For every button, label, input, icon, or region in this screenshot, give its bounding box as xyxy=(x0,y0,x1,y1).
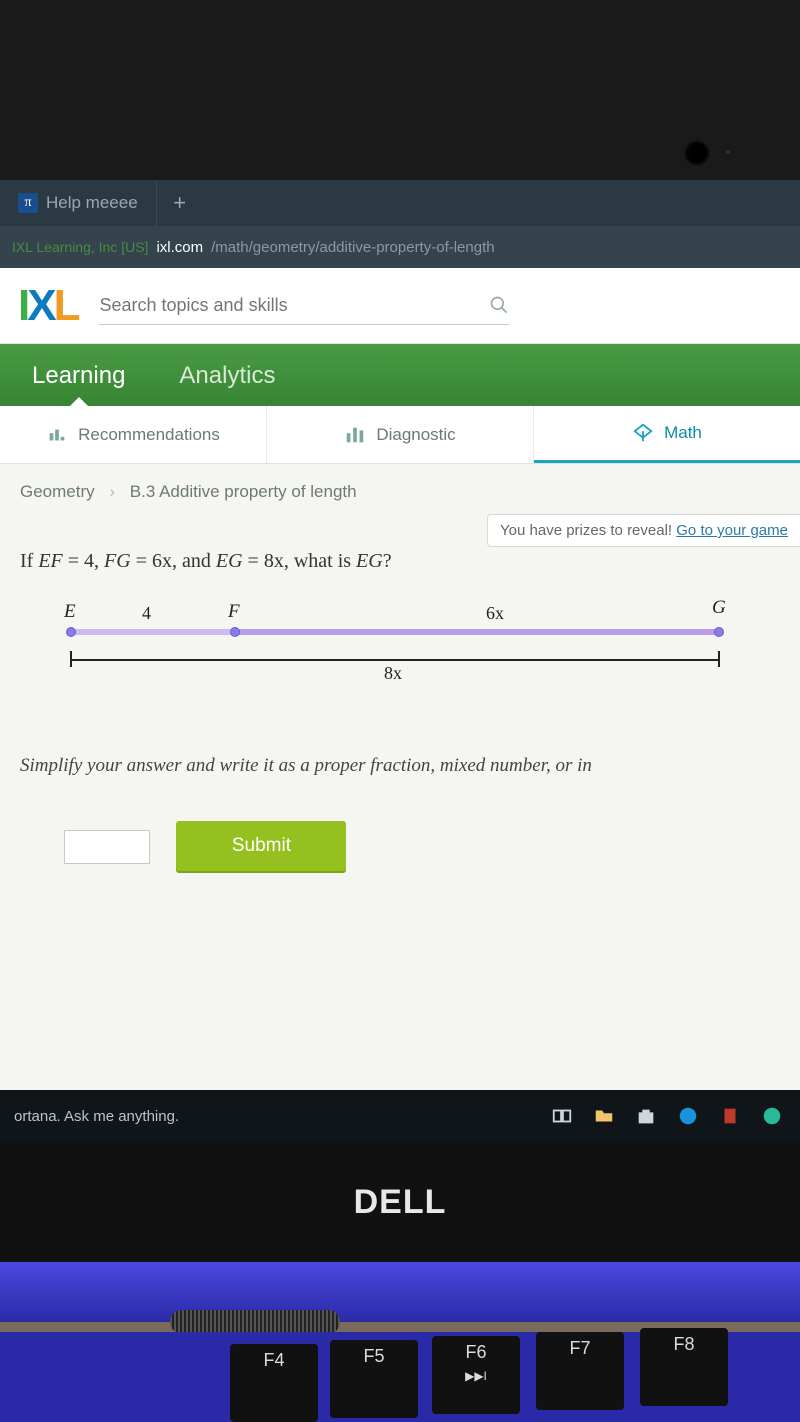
q-seg-ef: EF xyxy=(38,550,62,572)
tab-recommendations[interactable]: Recommendations xyxy=(0,406,267,463)
q-val2: = 6x, and xyxy=(131,550,216,572)
prize-notice: You have prizes to reveal! Go to your ga… xyxy=(487,514,800,547)
tab-label: Diagnostic xyxy=(376,425,455,445)
tab-diagnostic[interactable]: Diagnostic xyxy=(267,406,534,463)
crumb-skill: B.3 Additive property of length xyxy=(130,482,357,501)
search-icon xyxy=(489,295,509,315)
recommendations-icon xyxy=(46,424,68,446)
crumb-subject[interactable]: Geometry xyxy=(20,482,95,501)
key-f7: F7 xyxy=(536,1332,624,1410)
laptop-bezel-bottom: DELL xyxy=(0,1142,800,1262)
windows-taskbar: ortana. Ask me anything. xyxy=(0,1090,800,1142)
point-e xyxy=(66,627,76,637)
q-seg-eg: EG xyxy=(216,550,243,572)
key-label: F4 xyxy=(263,1350,284,1371)
primary-nav: Learning Analytics xyxy=(0,344,800,406)
secondary-nav: Recommendations Diagnostic Math xyxy=(0,406,800,464)
q-prefix: If xyxy=(20,550,38,572)
label-g: G xyxy=(712,597,726,619)
q-ask: EG xyxy=(356,550,383,572)
search-field[interactable] xyxy=(99,287,509,325)
question-text: If EF = 4, FG = 6x, and EG = 8x, what is… xyxy=(20,550,780,573)
laptop-speaker xyxy=(170,1310,340,1334)
diagnostic-icon xyxy=(344,424,366,446)
key-f4: F4 xyxy=(230,1344,318,1422)
key-f6: F6▶▶I xyxy=(432,1336,520,1414)
label-e: E xyxy=(64,601,76,623)
question-area: Geometry › B.3 Additive property of leng… xyxy=(0,464,800,1142)
q-seg-fg: FG xyxy=(104,550,131,572)
webcam xyxy=(684,140,710,166)
label-f: F xyxy=(228,601,240,623)
laptop-brand: DELL xyxy=(354,1183,447,1222)
q-val3: = 8x, what is xyxy=(243,550,357,572)
url-domain: ixl.com xyxy=(156,239,203,256)
site-header: IXL xyxy=(0,268,800,344)
bracket-line xyxy=(70,659,720,661)
key-label: F7 xyxy=(569,1338,590,1359)
tab-label: Math xyxy=(664,423,702,443)
edge-icon[interactable] xyxy=(674,1102,702,1130)
tab-title: Help meeee xyxy=(46,193,138,213)
answer-input[interactable] xyxy=(64,830,150,864)
browser-addressbar[interactable]: IXL Learning, Inc [US] ixl.com/math/geom… xyxy=(0,226,800,268)
task-view-icon[interactable] xyxy=(548,1102,576,1130)
label-eg-value: 8x xyxy=(384,663,402,684)
file-explorer-icon[interactable] xyxy=(590,1102,618,1130)
laptop-hinge xyxy=(0,1262,800,1322)
tab-label: Recommendations xyxy=(78,425,220,445)
tab-math[interactable]: Math xyxy=(534,406,800,463)
key-f5: F5 xyxy=(330,1340,418,1418)
tab-favicon: π xyxy=(18,193,38,213)
screen: π Help meeee + IXL Learning, Inc [US] ix… xyxy=(0,180,800,1142)
point-f xyxy=(230,627,240,637)
label-fg-value: 6x xyxy=(486,603,504,624)
url-path: /math/geometry/additive-property-of-leng… xyxy=(211,239,494,256)
key-label: F8 xyxy=(673,1334,694,1355)
new-tab-button[interactable]: + xyxy=(157,190,203,216)
segment-ef xyxy=(70,629,236,635)
breadcrumb: Geometry › B.3 Additive property of leng… xyxy=(20,482,780,502)
search-input[interactable] xyxy=(99,295,489,316)
key-label: F5 xyxy=(363,1346,384,1367)
chevron-right-icon: › xyxy=(109,482,115,501)
math-icon xyxy=(632,422,654,444)
laptop-keyboard: F4 F5 F6▶▶I F7 F8 xyxy=(0,1332,800,1422)
key-f8: F8 xyxy=(640,1328,728,1406)
q-val1: = 4, xyxy=(63,550,104,572)
browser-tab[interactable]: π Help meeee xyxy=(0,180,157,226)
ixl-logo[interactable]: IXL xyxy=(18,281,77,331)
segment-diagram: E F G 4 6x 8x xyxy=(66,601,766,711)
browser-tabbar: π Help meeee + xyxy=(0,180,800,226)
instruction-text: Simplify your answer and write it as a p… xyxy=(20,755,780,777)
point-g xyxy=(714,627,724,637)
store-icon[interactable] xyxy=(632,1102,660,1130)
prize-link[interactable]: Go to your game xyxy=(676,522,788,539)
label-ef-value: 4 xyxy=(142,603,151,624)
q-suffix: ? xyxy=(383,550,392,572)
prize-text: You have prizes to reveal! xyxy=(500,522,676,539)
webcam-led xyxy=(726,150,730,154)
nav-analytics[interactable]: Analytics xyxy=(157,348,297,406)
key-label: F6 xyxy=(465,1342,486,1363)
submit-button[interactable]: Submit xyxy=(176,821,346,871)
cortana-prompt[interactable]: ortana. Ask me anything. xyxy=(14,1108,179,1125)
segment-fg xyxy=(236,629,720,635)
nav-learning[interactable]: Learning xyxy=(10,348,147,406)
app-icon-teal[interactable] xyxy=(758,1102,786,1130)
laptop-bezel-top xyxy=(0,0,800,180)
cert-label: IXL Learning, Inc [US] xyxy=(12,239,148,255)
app-icon-red[interactable] xyxy=(716,1102,744,1130)
